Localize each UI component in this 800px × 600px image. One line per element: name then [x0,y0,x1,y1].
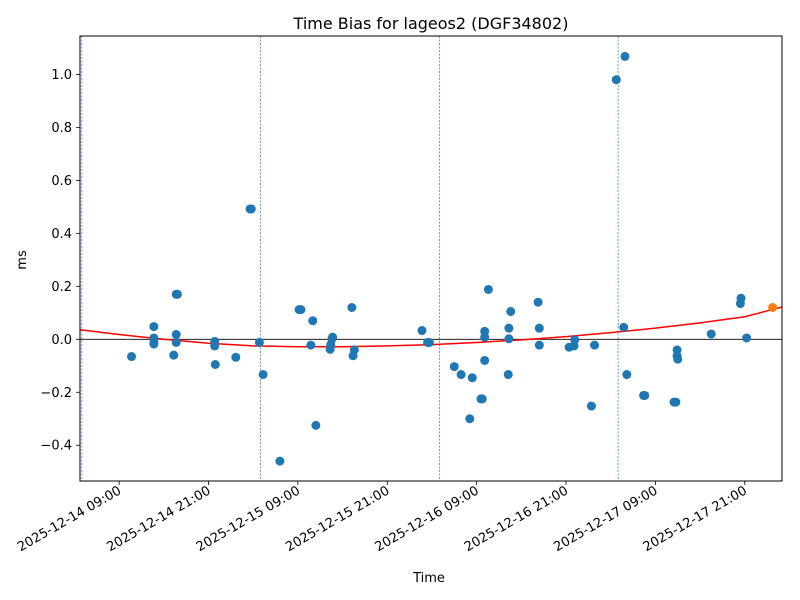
data-point [127,352,137,362]
data-point [570,335,580,345]
data-point [483,284,493,294]
data-point [306,340,316,350]
data-point [586,401,596,411]
y-tick-label: −0.4 [40,439,72,454]
data-point [506,306,516,316]
data-point [210,341,220,351]
data-point [477,394,487,404]
data-point [275,456,285,466]
data-point [611,75,621,85]
y-tick-label: 0.0 [51,333,72,348]
data-point [258,370,268,380]
data-point [424,337,434,347]
data-point [480,326,490,336]
data-point [504,323,514,333]
data-point [169,350,179,360]
data-point [171,337,181,347]
data-point [590,340,600,350]
data-point [149,322,159,332]
data-point [465,414,475,424]
data-points [127,51,778,466]
data-point [622,370,632,380]
data-point [534,340,544,350]
data-point [149,339,159,349]
data-point [620,51,630,61]
data-point [671,397,681,407]
data-point [640,390,650,400]
data-point [311,420,321,430]
pass-boundary-lines [81,36,619,481]
data-point [417,326,427,336]
data-point [231,352,241,362]
data-point [467,373,477,383]
data-point [296,305,306,315]
data-point [533,297,543,307]
x-axis-label: Time [412,571,445,586]
plot-area [79,35,783,482]
data-point [619,322,629,332]
latest-data-point [768,303,778,312]
y-tick-label: 0.6 [51,174,72,189]
y-axis-label: ms [15,250,30,270]
data-point [456,370,466,380]
data-point [742,333,752,343]
chart-title: Time Bias for lageos2 (DGF34802) [293,14,569,33]
y-tick-label: 0.4 [51,227,72,242]
y-axis-ticks: −0.4 −0.2 0.0 0.2 0.4 0.6 0.8 1.0 [40,68,80,454]
data-point [504,334,514,344]
y-tick-label: −0.2 [40,386,72,401]
data-point [171,330,181,340]
data-point [328,332,338,342]
plot-frame [79,35,783,482]
data-point [449,362,459,372]
data-point [308,316,318,326]
data-point [706,329,716,339]
data-point [347,303,357,312]
data-point [246,204,256,214]
data-point [210,359,220,369]
y-tick-label: 0.8 [51,121,72,136]
y-tick-label: 1.0 [51,68,72,83]
y-tick-label: 0.2 [51,280,72,295]
data-point [254,337,264,347]
data-point [534,323,544,333]
data-point [673,354,683,364]
data-point [503,370,513,380]
data-point [480,355,490,365]
data-point [736,293,746,303]
data-point [172,289,182,299]
data-point [349,345,359,355]
